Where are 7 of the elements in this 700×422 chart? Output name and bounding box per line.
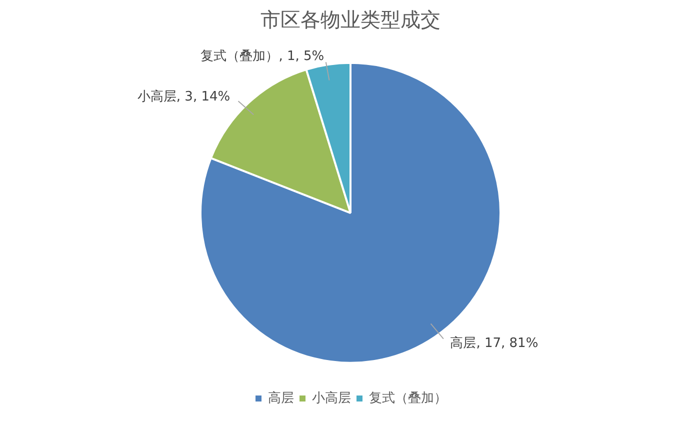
legend-label: 小高层 xyxy=(312,390,351,407)
data-label: 高层, 17, 81% xyxy=(450,334,538,351)
data-label: 复式（叠加）, 1, 5% xyxy=(200,49,324,64)
chart-title: 市区各物业类型成交 xyxy=(260,8,440,32)
legend-label: 高层 xyxy=(268,390,294,407)
legend-label: 复式（叠加） xyxy=(369,390,447,407)
data-label: 小高层, 3, 14% xyxy=(137,88,230,105)
